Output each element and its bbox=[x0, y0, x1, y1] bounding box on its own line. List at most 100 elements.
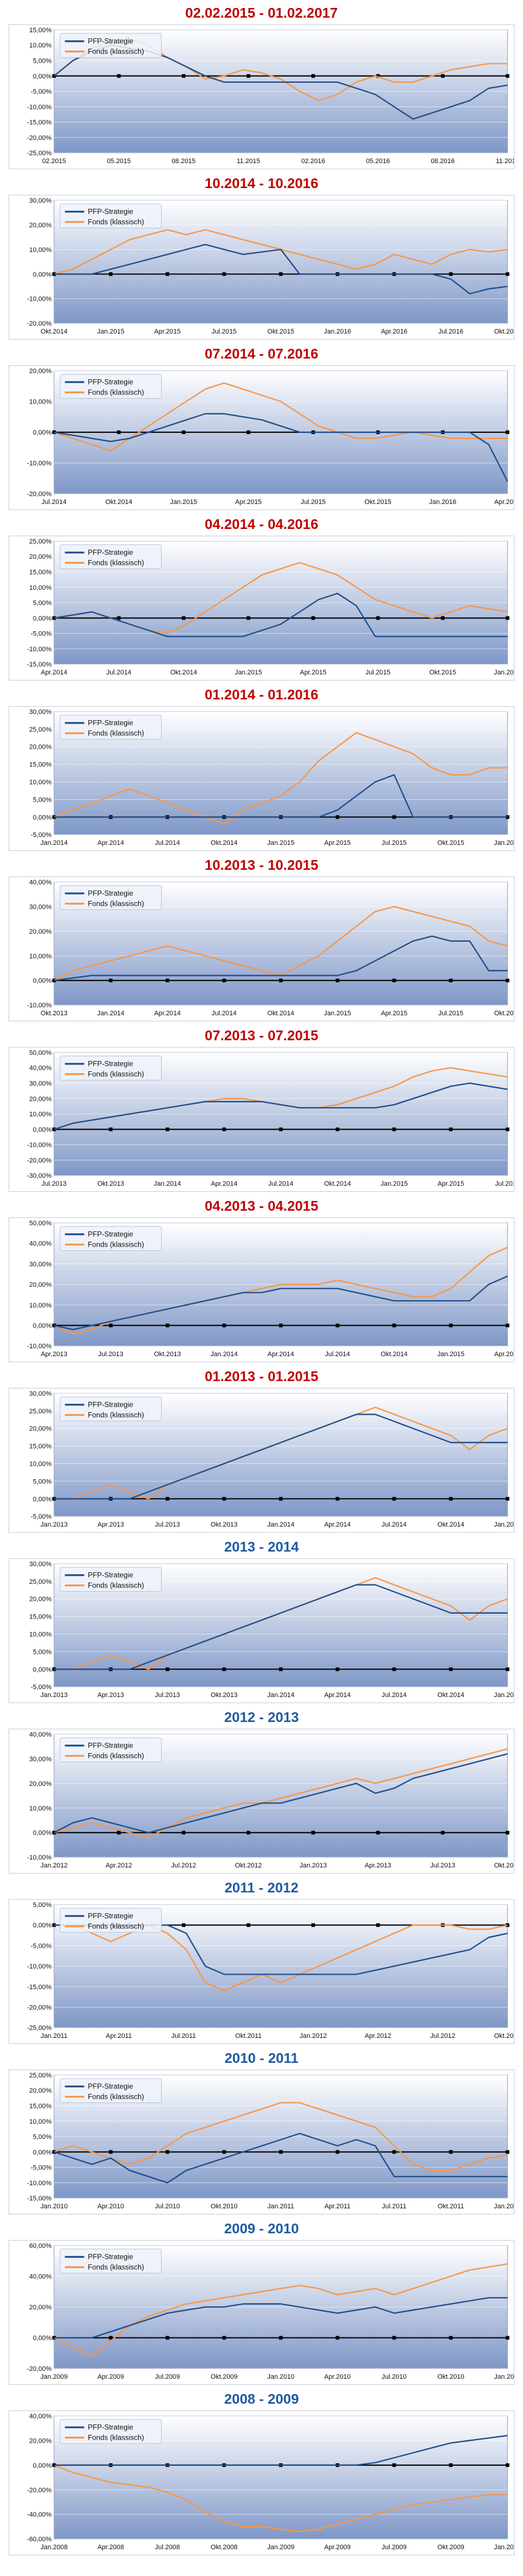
zero-line-marker bbox=[505, 1667, 510, 1671]
x-tick-label: Jul.2013 bbox=[99, 1351, 123, 1358]
x-tick-label: Jul.2014 bbox=[155, 839, 180, 847]
chart-title: 2012 - 2013 bbox=[224, 1709, 299, 1725]
y-tick-label: 0,00% bbox=[33, 429, 52, 436]
x-tick-label: Jul.2009 bbox=[155, 2373, 180, 2381]
x-tick-label: Jul.2012 bbox=[430, 2032, 455, 2040]
x-tick-label: Okt.2010 bbox=[437, 2373, 464, 2381]
y-tick-label: -30,00% bbox=[27, 1172, 52, 1180]
x-tick-label: 11.2015 bbox=[237, 158, 260, 165]
line-chart: 40,00%20,00%0,00%-20,00%-40,00%-60,00%Ja… bbox=[27, 2413, 521, 2551]
y-tick-label: 20,00% bbox=[29, 368, 52, 375]
x-tick-label: Jul.2010 bbox=[382, 2373, 407, 2381]
x-tick-label: Jul.2014 bbox=[325, 1351, 350, 1358]
x-tick-label: Jan.2016 bbox=[429, 499, 457, 506]
chart-title: 2011 - 2012 bbox=[224, 1880, 299, 1895]
series-line-strategy bbox=[54, 1082, 508, 1130]
line-chart: 30,00% 25,00% 20,00% 15,00% 10,00% 5,00% 0,00%… bbox=[29, 709, 521, 847]
zero-line-marker bbox=[505, 616, 510, 620]
chart-title: 10.2014 - 10.2016 bbox=[204, 175, 319, 191]
y-tick-label: -25,00% bbox=[27, 150, 52, 157]
chart-panel: 10.2013 - 10.2015 40,00% 30,00% 20,00% 10,00… bbox=[0, 856, 523, 1026]
chart-frame: 15,00% 10,00% 5,00% 0,00% -5,00% -10,00% -15,0… bbox=[9, 24, 519, 169]
y-tick-label: 0,00% bbox=[33, 1322, 52, 1329]
x-tick-label: Jul.2013 bbox=[430, 1862, 455, 1869]
zero-line-marker bbox=[392, 978, 397, 982]
zero-line-marker bbox=[449, 1497, 453, 1501]
zero-line-marker bbox=[441, 616, 445, 620]
y-tick-label: 0,00% bbox=[33, 615, 52, 622]
y-tick-label: 10,00% bbox=[29, 1460, 52, 1468]
x-tick-label: Jul.2013 bbox=[155, 1521, 180, 1528]
y-tick-label: 15,00% bbox=[29, 1443, 52, 1451]
zero-line-marker bbox=[165, 1127, 170, 1132]
zero-line-marker bbox=[222, 2150, 226, 2154]
zero-line-marker bbox=[505, 2150, 510, 2154]
x-tick-label: Okt.2015 bbox=[494, 1010, 514, 1017]
zero-line-marker bbox=[181, 616, 185, 620]
chart-panel: 01.2014 - 01.2016 30,00% 25,00% 20,00% 15,00… bbox=[0, 685, 523, 856]
x-tick-label: Jan.2014 bbox=[40, 839, 68, 847]
x-tick-label: Jan.2015 bbox=[494, 1521, 514, 1528]
x-tick-label: Apr.2013 bbox=[365, 1862, 392, 1869]
y-tick-label: 50,00% bbox=[29, 1049, 52, 1057]
y-tick-label: 20,00% bbox=[29, 553, 52, 561]
y-tick-label: -15,00% bbox=[27, 2195, 52, 2202]
line-chart: 40,00%30,00%20,00%10,00%0,00%-10,00%Okt.… bbox=[27, 879, 521, 1017]
chart-title: 2009 - 2010 bbox=[224, 2221, 299, 2236]
x-tick-label: 08.2016 bbox=[431, 158, 454, 165]
y-tick-label: 10,00% bbox=[29, 1631, 52, 1638]
legend-label-fonds: Fonds (klassisch) bbox=[88, 47, 144, 56]
chart-frame: 30,00% 20,00% 10,00% 0,00% -10,00% -20,00% Okt… bbox=[9, 195, 521, 340]
x-tick-label: Apr.2014 bbox=[324, 1692, 351, 1699]
zero-line-marker bbox=[109, 1323, 113, 1328]
x-tick-label: Jan.2016 bbox=[494, 839, 514, 847]
y-tick-label: 20,00% bbox=[29, 2437, 52, 2445]
zero-line-marker bbox=[246, 74, 251, 78]
x-tick-label: Apr.2015 bbox=[438, 1180, 465, 1188]
line-chart: 15,00% 10,00% 5,00% 0,00% -5,00% -10,00% -15,0… bbox=[27, 27, 519, 165]
y-tick-label: -10,00% bbox=[27, 460, 52, 467]
y-tick-label: 0,00% bbox=[33, 2462, 52, 2469]
x-tick-label: Jan.2013 bbox=[300, 1862, 327, 1869]
zero-line-marker bbox=[335, 1667, 339, 1671]
series-line-strategy bbox=[54, 2297, 508, 2339]
chart-panel: 04.2013 - 04.2015 50,00% 40,00% 30,00% 20,00… bbox=[0, 1197, 523, 1367]
y-tick-label: 10,00% bbox=[29, 42, 52, 49]
x-tick-label: 05.2015 bbox=[107, 158, 131, 165]
y-tick-label: -10,00% bbox=[27, 296, 52, 303]
line-chart: 30,00% 25,00% 20,00% 15,00% 10,00% 5,00% 0,00%… bbox=[29, 1561, 521, 1699]
y-tick-label: 25,00% bbox=[29, 1408, 52, 1415]
x-tick-label: Jan.2009 bbox=[40, 2373, 68, 2381]
zero-line-marker bbox=[181, 1830, 185, 1835]
legend-label-fonds: Fonds (klassisch) bbox=[88, 1581, 144, 1590]
chart-frame: 30,00% 25,00% 20,00% 15,00% 10,00% 5,00% 0,00%… bbox=[9, 706, 521, 851]
zero-line-marker bbox=[109, 272, 113, 276]
zero-line-marker bbox=[165, 1497, 170, 1501]
y-tick-label: 20,00% bbox=[29, 1096, 52, 1103]
y-tick-label: 5,00% bbox=[33, 2133, 52, 2141]
x-tick-label: Jan.2015 bbox=[381, 1180, 408, 1188]
zero-line-marker bbox=[109, 2150, 113, 2154]
x-tick-label: Jul.2016 bbox=[438, 328, 463, 335]
legend-label-strategy: PFP-Strategie bbox=[88, 719, 133, 727]
zero-line-marker bbox=[335, 1497, 339, 1501]
chart-frame: 40,00% 30,00% 20,00% 10,00% 0,00% -10,00% Okt.… bbox=[9, 877, 521, 1021]
x-tick-label: Jan.2011 bbox=[41, 2032, 68, 2040]
chart-frame: 20,00% 10,00% 0,00% -10,00% -20,00% Jul.2014 O… bbox=[9, 365, 521, 510]
chart-title: 10.2013 - 10.2015 bbox=[204, 857, 319, 873]
zero-line-marker bbox=[335, 815, 339, 819]
y-tick-label: -5,00% bbox=[30, 88, 52, 96]
x-tick-label: Apr.2008 bbox=[97, 2544, 124, 2551]
legend-label-fonds: Fonds (klassisch) bbox=[88, 729, 144, 738]
y-tick-label: 5,00% bbox=[33, 57, 52, 65]
x-tick-label: Jul.2013 bbox=[155, 1692, 180, 1699]
y-tick-label: 0,00% bbox=[33, 978, 52, 985]
chart-title: 07.2013 - 07.2015 bbox=[204, 1027, 319, 1043]
legend-label-fonds: Fonds (klassisch) bbox=[88, 218, 144, 226]
chart-panel: 01.2013 - 01.2015 30,00% 25,00% 20,00% 15,00… bbox=[0, 1367, 523, 1538]
y-tick-label: 30,00% bbox=[29, 1261, 52, 1268]
y-tick-label: 40,00% bbox=[29, 2273, 52, 2280]
line-chart: 30,00%20,00%10,00%0,00%-10,00%-20,00%Okt… bbox=[27, 197, 521, 335]
legend-label-strategy: PFP-Strategie bbox=[88, 548, 133, 557]
y-tick-label: 50,00% bbox=[29, 1220, 52, 1227]
